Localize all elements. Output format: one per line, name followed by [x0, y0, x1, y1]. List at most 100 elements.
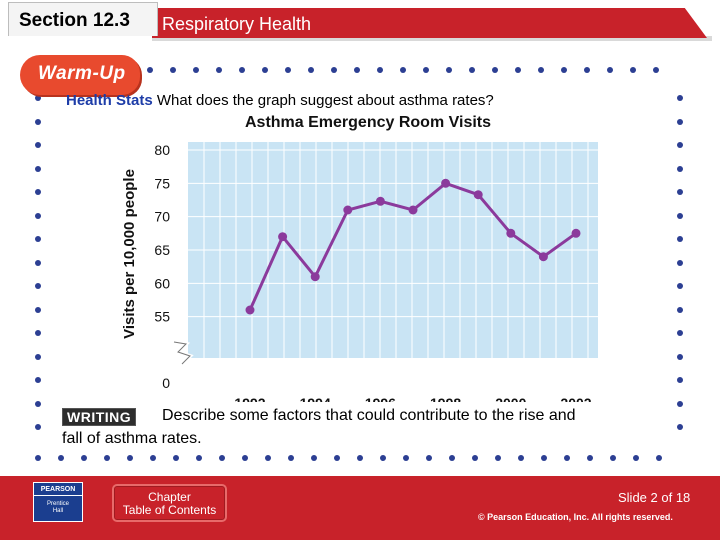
border-dot — [35, 455, 41, 461]
border-dot — [677, 118, 683, 125]
border-dot — [288, 455, 294, 461]
logo-line-2: Hall — [52, 508, 64, 514]
border-dot — [35, 212, 41, 219]
pearson-logo: PEARSON Prentice Hall — [33, 482, 83, 522]
border-dot — [150, 455, 156, 461]
border-dot — [607, 67, 613, 73]
data-point — [245, 305, 255, 315]
border-dot — [35, 330, 41, 336]
border-dot — [35, 142, 41, 148]
border-dot — [35, 95, 41, 101]
data-point — [343, 205, 353, 215]
border-dot — [541, 455, 547, 461]
border-dot — [35, 400, 41, 407]
data-point — [278, 232, 288, 242]
logo-text-bottom: Prentice Hall — [34, 501, 82, 515]
border-dot — [216, 67, 222, 73]
border-dot — [653, 67, 659, 73]
border-dot — [472, 455, 478, 461]
border-dot — [334, 455, 340, 461]
writing-prompt-line-2: fall of asthma rates. — [62, 430, 202, 447]
border-dot — [403, 455, 409, 461]
data-point — [538, 252, 548, 262]
border-dot — [515, 67, 521, 73]
y-tick-label: 75 — [154, 175, 170, 191]
toc-label-line-2: Table of Contents — [122, 503, 217, 517]
border-dot — [677, 212, 683, 219]
title-band-shadow — [152, 36, 712, 41]
warm-up-badge: Warm-Up — [20, 55, 140, 95]
copyright: © Pearson Education, Inc. All rights res… — [478, 512, 673, 522]
border-dot — [242, 455, 248, 461]
border-dot — [104, 455, 110, 461]
border-dot — [35, 353, 41, 360]
border-dot — [449, 455, 455, 461]
footer-bar — [0, 476, 720, 540]
section-tab: Section 12.3 — [8, 2, 158, 36]
border-dot — [35, 259, 41, 266]
data-point — [310, 272, 320, 282]
border-dot — [308, 67, 314, 73]
border-dot — [677, 353, 683, 360]
x-tick-label: 1998 — [430, 395, 461, 402]
border-dot — [677, 283, 683, 289]
border-dot — [35, 118, 41, 125]
border-dot — [677, 236, 683, 242]
logo-text-top: PEARSON — [34, 486, 82, 496]
y-tick-label: 70 — [154, 209, 170, 225]
border-dot — [262, 67, 268, 73]
border-dot — [377, 67, 383, 73]
border-dot — [147, 67, 153, 73]
border-dot — [35, 283, 41, 289]
x-tick-label: 1996 — [365, 395, 396, 402]
border-dot — [633, 455, 639, 461]
writing-label: WRITING — [62, 408, 137, 426]
border-dot — [354, 67, 360, 73]
border-dot — [446, 67, 452, 73]
border-dot — [538, 67, 544, 73]
border-dot — [239, 67, 245, 73]
chapter-toc-button[interactable]: Chapter Table of Contents — [112, 484, 227, 522]
data-point — [571, 228, 581, 238]
x-tick-label: 2000 — [495, 395, 526, 402]
border-dot — [656, 455, 662, 461]
border-dot — [426, 455, 432, 461]
y-tick-label-zero: 0 — [162, 375, 170, 391]
axis-break-outline — [173, 341, 191, 365]
question-text: What does the graph suggest about asthma… — [156, 92, 494, 109]
title-band — [152, 8, 707, 38]
border-dot — [492, 67, 498, 73]
border-dot — [400, 67, 406, 73]
border-dot — [311, 455, 317, 461]
section-number: Section 12.3 — [19, 10, 130, 31]
border-dot — [265, 455, 271, 461]
border-dot — [35, 424, 41, 430]
border-dot — [35, 165, 41, 172]
border-dot — [193, 67, 199, 73]
chart-title: Asthma Emergency Room Visits — [245, 114, 492, 131]
border-dot — [81, 455, 87, 461]
x-tick-label: 1992 — [234, 395, 265, 402]
border-dot — [564, 455, 570, 461]
border-dot — [561, 67, 567, 73]
border-dot — [587, 455, 593, 461]
border-dot — [584, 67, 590, 73]
health-stats-label: Health Stats — [66, 92, 153, 109]
border-dot — [677, 424, 683, 430]
data-point — [473, 190, 483, 200]
border-dot — [170, 67, 176, 73]
asthma-line-chart: 55 60 65 70 75 80 0 1992 1994 1996 1998 2000 2002 Vis… — [121, 142, 598, 402]
logo-line-1: Prentice — [46, 501, 69, 507]
y-tick-label: 65 — [154, 242, 170, 258]
x-tick-label: 1994 — [300, 395, 331, 402]
border-dot — [518, 455, 524, 461]
border-dot — [35, 189, 41, 195]
border-dot — [173, 455, 179, 461]
data-point — [375, 196, 385, 206]
question-line: Health Stats What does the graph suggest… — [66, 92, 494, 109]
border-dot — [380, 455, 386, 461]
y-tick-label: 55 — [154, 309, 170, 325]
y-tick-label: 80 — [154, 142, 170, 158]
y-axis-label: Visits per 10,000 people — [121, 169, 138, 339]
border-dot — [677, 400, 683, 407]
